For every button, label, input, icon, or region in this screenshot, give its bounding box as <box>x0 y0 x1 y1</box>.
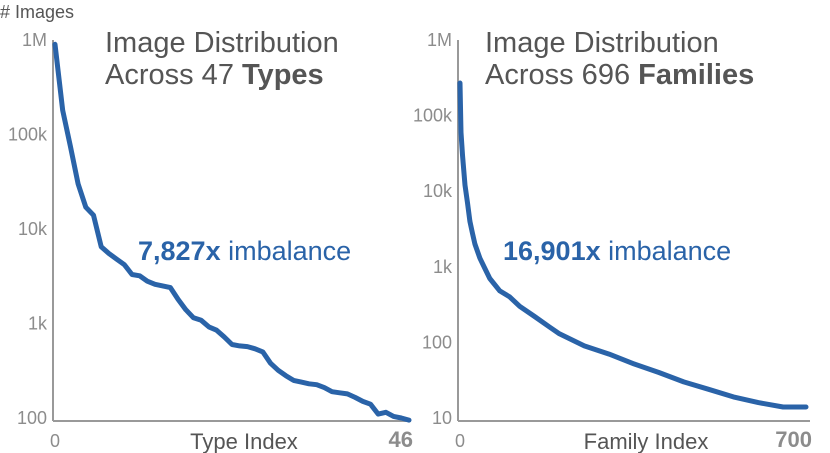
y-axis-label: # Images <box>0 2 74 22</box>
families-distribution-chart: 1M 100k 10k 1k 100 100 700 Family Index Image Di… <box>413 27 812 453</box>
y-tick-label: 1M <box>427 30 452 50</box>
y-tick-label: 1k <box>28 314 48 334</box>
chart-title-line-1: Image Distribution <box>105 27 339 59</box>
imbalance-ratio: 16,901x <box>503 236 601 266</box>
imbalance-ratio: 7,827x <box>138 236 221 266</box>
y-tick-label: 10k <box>18 219 48 239</box>
distribution-series-line <box>52 41 412 423</box>
chart-title-bold: Families <box>638 59 754 91</box>
chart-title-bold: Types <box>242 59 324 91</box>
y-tick-label: 10 <box>432 408 452 428</box>
x-tick-label: 0 <box>455 431 465 451</box>
chart-title-line-2: Across 47 Types <box>105 59 324 91</box>
y-tick-label: 1k <box>433 257 453 277</box>
imbalance-annotation: 16,901x imbalance <box>503 236 731 266</box>
y-tick-label: 100k <box>8 125 48 145</box>
chart-title-prefix: Across 47 <box>105 59 242 91</box>
y-tick-label: 1M <box>22 30 47 50</box>
y-tick-label: 100 <box>17 408 47 428</box>
chart-title-prefix: Across 696 <box>485 59 638 91</box>
imbalance-label: imbalance <box>601 236 732 266</box>
chart-title-line-2: Across 696 Families <box>485 59 754 91</box>
x-tick-label: 700 <box>775 427 812 452</box>
x-axis-label: Type Index <box>190 429 298 453</box>
x-tick-label: 0 <box>50 431 60 451</box>
y-tick-label: 100 <box>422 332 452 352</box>
distribution-series-line <box>457 80 809 410</box>
chart-title-line-1: Image Distribution <box>485 27 719 59</box>
imbalance-label: imbalance <box>221 236 352 266</box>
y-tick-label: 100k <box>413 106 453 126</box>
y-tick-label: 10k <box>423 181 453 201</box>
x-tick-label: 46 <box>389 427 413 452</box>
x-axis-label: Family Index <box>584 429 709 453</box>
imbalance-annotation: 7,827x imbalance <box>138 236 351 266</box>
